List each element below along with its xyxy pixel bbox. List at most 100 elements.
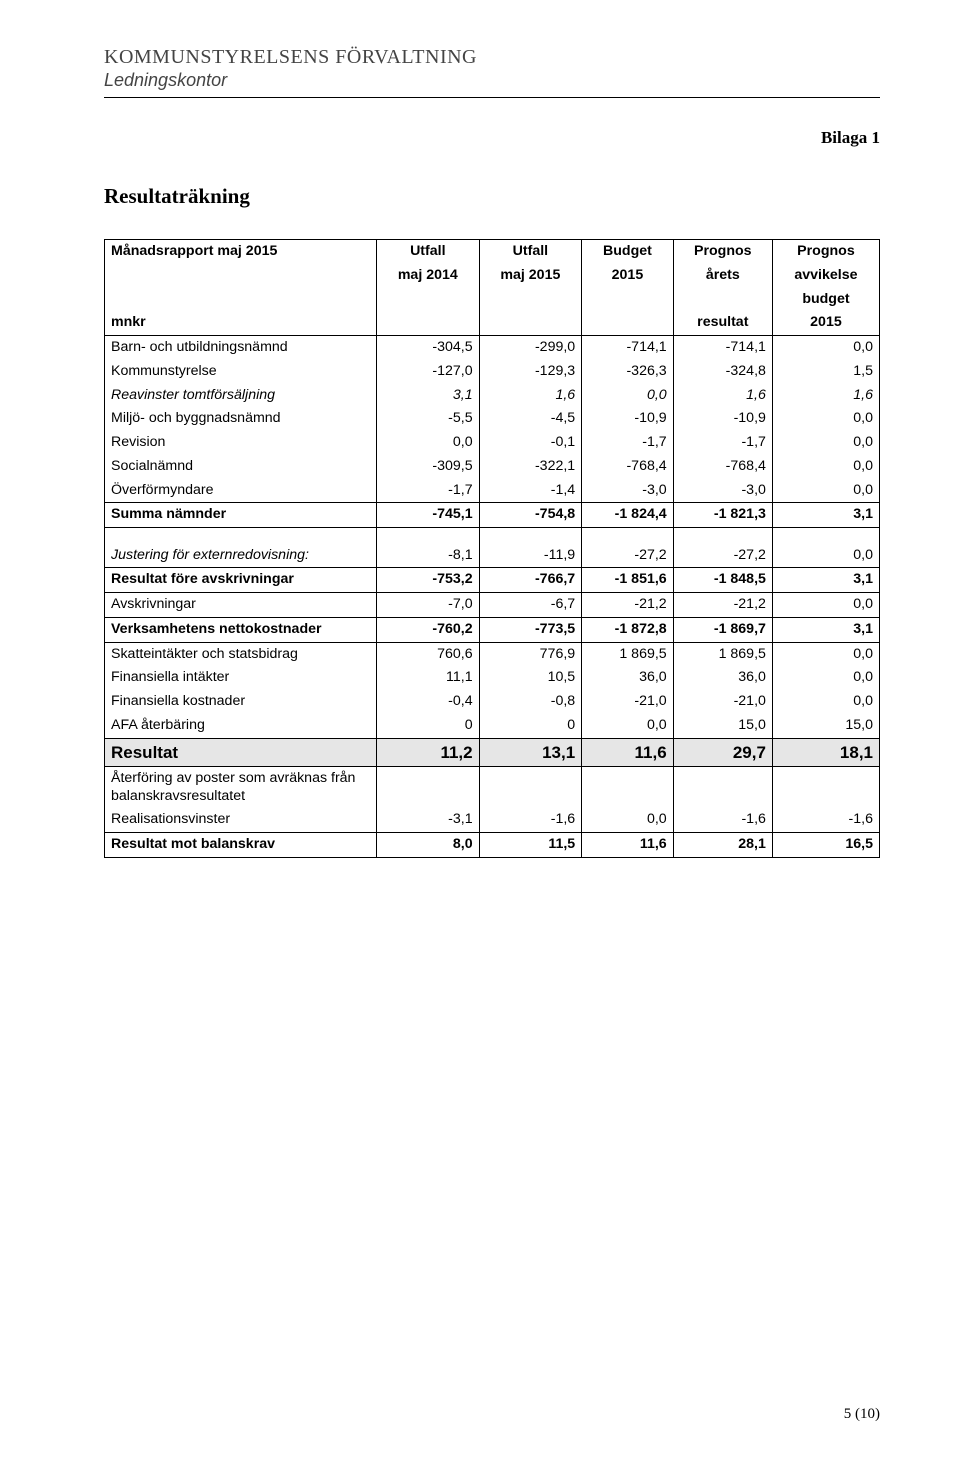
cell: -326,3 bbox=[582, 360, 674, 384]
cell: -21,0 bbox=[582, 690, 674, 714]
row-label: Justering för externredovisning: bbox=[105, 544, 377, 568]
cell: 0,0 bbox=[772, 666, 879, 690]
org-name: KOMMUNSTYRELSENS FÖRVALTNING bbox=[104, 46, 880, 69]
cell: 1 869,5 bbox=[673, 642, 772, 666]
cell: 760,6 bbox=[377, 642, 480, 666]
cell: 3,1 bbox=[772, 503, 879, 528]
row-label: Finansiella kostnader bbox=[105, 690, 377, 714]
table-header-row: Månadsrapport maj 2015 Utfall Utfall Bud… bbox=[105, 240, 880, 264]
cell: 15,0 bbox=[673, 714, 772, 738]
cell: -129,3 bbox=[479, 360, 582, 384]
cell: -1,7 bbox=[673, 431, 772, 455]
cell: -766,7 bbox=[479, 568, 582, 593]
cell: 18,1 bbox=[772, 738, 879, 766]
col-header: avvikelse bbox=[772, 264, 879, 288]
col-header: resultat bbox=[673, 311, 772, 335]
resultat-row: Resultat 11,2 13,1 11,6 29,7 18,1 bbox=[105, 738, 880, 766]
table-row: Avskrivningar -7,0 -6,7 -21,2 -21,2 0,0 bbox=[105, 593, 880, 618]
cell: -7,0 bbox=[377, 593, 480, 618]
cell: 0 bbox=[377, 714, 480, 738]
cell: -1,6 bbox=[479, 808, 582, 832]
cell: -3,1 bbox=[377, 808, 480, 832]
cell: -1,7 bbox=[377, 479, 480, 503]
cell: 3,1 bbox=[377, 384, 480, 408]
cell: 11,1 bbox=[377, 666, 480, 690]
cell bbox=[772, 766, 879, 808]
cell: 0,0 bbox=[582, 714, 674, 738]
summa-namnder-row: Summa nämnder -745,1 -754,8 -1 824,4 -1 … bbox=[105, 503, 880, 528]
cell bbox=[582, 766, 674, 808]
row-label: Överförmyndare bbox=[105, 479, 377, 503]
cell: 0,0 bbox=[772, 336, 879, 360]
cell: 11,6 bbox=[582, 833, 674, 858]
col-header: Prognos bbox=[772, 240, 879, 264]
row-label: Skatteintäkter och statsbidrag bbox=[105, 642, 377, 666]
col-header: maj 2014 bbox=[377, 264, 480, 288]
cell: 11,5 bbox=[479, 833, 582, 858]
cell: 1,6 bbox=[479, 384, 582, 408]
table-row: Justering för externredovisning: -8,1 -1… bbox=[105, 544, 880, 568]
cell: -322,1 bbox=[479, 455, 582, 479]
col-header: 2015 bbox=[582, 264, 674, 288]
resultat-mot-balanskrav-row: Resultat mot balanskrav 8,0 11,5 11,6 28… bbox=[105, 833, 880, 858]
cell: -1,6 bbox=[673, 808, 772, 832]
mnkr-label: mnkr bbox=[105, 311, 377, 335]
cell: -1 848,5 bbox=[673, 568, 772, 593]
cell: 0,0 bbox=[582, 384, 674, 408]
row-label: Resultat mot balanskrav bbox=[105, 833, 377, 858]
cell: -745,1 bbox=[377, 503, 480, 528]
cell: -768,4 bbox=[582, 455, 674, 479]
cell: -5,5 bbox=[377, 407, 480, 431]
cell: 28,1 bbox=[673, 833, 772, 858]
col-header: Prognos bbox=[673, 240, 772, 264]
cell: 0,0 bbox=[772, 455, 879, 479]
cell: 1,5 bbox=[772, 360, 879, 384]
page-title: Resultaträkning bbox=[104, 184, 880, 209]
row-label: Resultat bbox=[105, 738, 377, 766]
resultat-fore-avskrivningar-row: Resultat före avskrivningar -753,2 -766,… bbox=[105, 568, 880, 593]
cell: -1 824,4 bbox=[582, 503, 674, 528]
spacer-row bbox=[105, 528, 880, 544]
cell: 13,1 bbox=[479, 738, 582, 766]
col-header: budget bbox=[772, 288, 879, 312]
cell: -21,0 bbox=[673, 690, 772, 714]
table-header-row: maj 2014 maj 2015 2015 årets avvikelse bbox=[105, 264, 880, 288]
page: KOMMUNSTYRELSENS FÖRVALTNING Ledningskon… bbox=[0, 0, 960, 1465]
cell: -753,2 bbox=[377, 568, 480, 593]
table-row: AFA återbäring 0 0 0,0 15,0 15,0 bbox=[105, 714, 880, 738]
col-header: 2015 bbox=[772, 311, 879, 335]
cell: 0,0 bbox=[772, 407, 879, 431]
cell: -4,5 bbox=[479, 407, 582, 431]
cell: 0,0 bbox=[772, 431, 879, 455]
cell: -27,2 bbox=[582, 544, 674, 568]
cell: -10,9 bbox=[673, 407, 772, 431]
cell: 0,0 bbox=[772, 593, 879, 618]
appendix-label: Bilaga 1 bbox=[104, 128, 880, 148]
cell: -714,1 bbox=[673, 336, 772, 360]
table-row: Socialnämnd -309,5 -322,1 -768,4 -768,4 … bbox=[105, 455, 880, 479]
cell: -768,4 bbox=[673, 455, 772, 479]
row-label: Avskrivningar bbox=[105, 593, 377, 618]
cell: -10,9 bbox=[582, 407, 674, 431]
dept-name: Ledningskontor bbox=[104, 70, 880, 91]
verksamhetens-nettokostnader-row: Verksamhetens nettokostnader -760,2 -773… bbox=[105, 617, 880, 642]
cell: -1,4 bbox=[479, 479, 582, 503]
cell: 16,5 bbox=[772, 833, 879, 858]
row-label: Revision bbox=[105, 431, 377, 455]
cell: 3,1 bbox=[772, 568, 879, 593]
table-row: Kommunstyrelse -127,0 -129,3 -326,3 -324… bbox=[105, 360, 880, 384]
cell: 1,6 bbox=[772, 384, 879, 408]
cell bbox=[479, 766, 582, 808]
cell: -299,0 bbox=[479, 336, 582, 360]
col-header: Budget bbox=[582, 240, 674, 264]
table-row: Skatteintäkter och statsbidrag 760,6 776… bbox=[105, 642, 880, 666]
table-row: Realisationsvinster -3,1 -1,6 0,0 -1,6 -… bbox=[105, 808, 880, 832]
cell: -3,0 bbox=[582, 479, 674, 503]
table-header-row: mnkr resultat 2015 bbox=[105, 311, 880, 335]
cell: -304,5 bbox=[377, 336, 480, 360]
cell: 0 bbox=[479, 714, 582, 738]
cell: 1 869,5 bbox=[582, 642, 674, 666]
cell: -1 872,8 bbox=[582, 617, 674, 642]
report-label: Månadsrapport maj 2015 bbox=[105, 240, 377, 264]
cell: -11,9 bbox=[479, 544, 582, 568]
